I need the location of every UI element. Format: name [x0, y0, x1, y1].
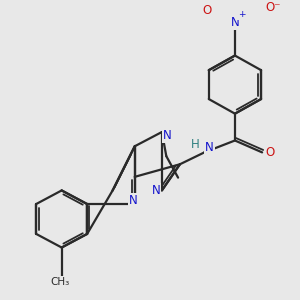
Text: +: +	[238, 10, 245, 19]
Text: N: N	[231, 16, 239, 29]
Text: O: O	[202, 4, 212, 17]
Text: O⁻: O⁻	[265, 1, 281, 14]
Text: O: O	[266, 146, 275, 159]
Text: CH₃: CH₃	[51, 277, 70, 287]
Text: N: N	[129, 194, 138, 207]
Text: N: N	[205, 141, 214, 154]
Text: H: H	[190, 138, 199, 151]
Text: N: N	[163, 129, 172, 142]
Text: N: N	[152, 184, 160, 197]
